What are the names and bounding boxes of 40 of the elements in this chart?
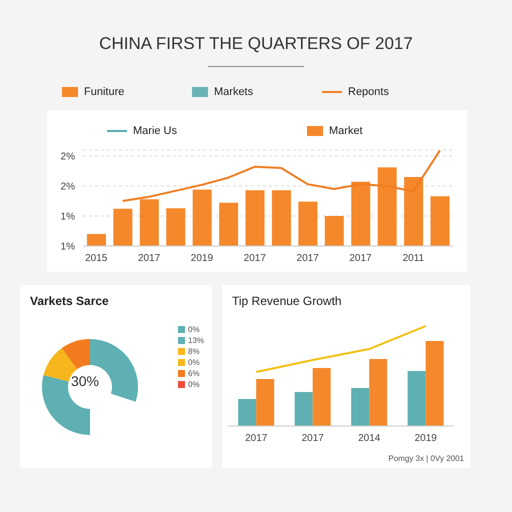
y-tick-label: 2% — [60, 182, 76, 193]
text: Pomgy 3x | 0Vy 2001 — [388, 454, 464, 463]
legend-label: 0% — [187, 324, 201, 335]
bar — [369, 359, 388, 426]
legend-label: Markets — [213, 86, 254, 98]
legend-label: Funiture — [83, 86, 126, 98]
legend-label: 8% — [187, 346, 201, 357]
legend-label: Reponts — [347, 86, 390, 98]
bar — [294, 392, 313, 426]
bar — [256, 379, 274, 426]
chart-title: Tip Revenue Growth — [232, 294, 342, 308]
donut-slice — [62, 339, 90, 370]
x-tick-label: 2014 — [358, 433, 381, 444]
x-tick-label: 2017 — [245, 433, 268, 444]
x-tick-label: 2017 — [349, 253, 372, 264]
y-tick-label: 1% — [60, 212, 76, 223]
bar — [426, 341, 444, 426]
legend-label: Marie Us — [132, 125, 178, 137]
x-tick-label: 2015 — [85, 253, 108, 264]
x-tick-label: 2017 — [138, 253, 161, 264]
legend-label: 6% — [187, 368, 201, 379]
bar — [351, 388, 370, 426]
x-tick-label: 2017 — [302, 433, 324, 444]
x-tick-label: 2017 — [296, 253, 320, 264]
x-tick-label: 2017 — [244, 253, 266, 264]
x-tick-label: 2011 — [402, 253, 425, 264]
y-tick-label: 1% — [60, 242, 76, 253]
bar — [312, 368, 331, 426]
text: 30% — [70, 373, 100, 389]
legend-label: Market — [328, 125, 364, 137]
bar — [238, 399, 256, 426]
legend-label: 0% — [187, 357, 201, 368]
bar — [408, 371, 426, 426]
x-tick-label: 2019 — [190, 253, 214, 264]
x-tick-label: 2019 — [414, 433, 438, 444]
legend-label: 0% — [187, 379, 201, 390]
chart-title: CHINA FIRST THE QUARTERS OF 2017 — [98, 34, 414, 54]
legend-label: 13% — [187, 335, 204, 346]
chart-title: Varkets Sarce — [30, 294, 109, 308]
y-tick-label: 2% — [60, 152, 76, 163]
